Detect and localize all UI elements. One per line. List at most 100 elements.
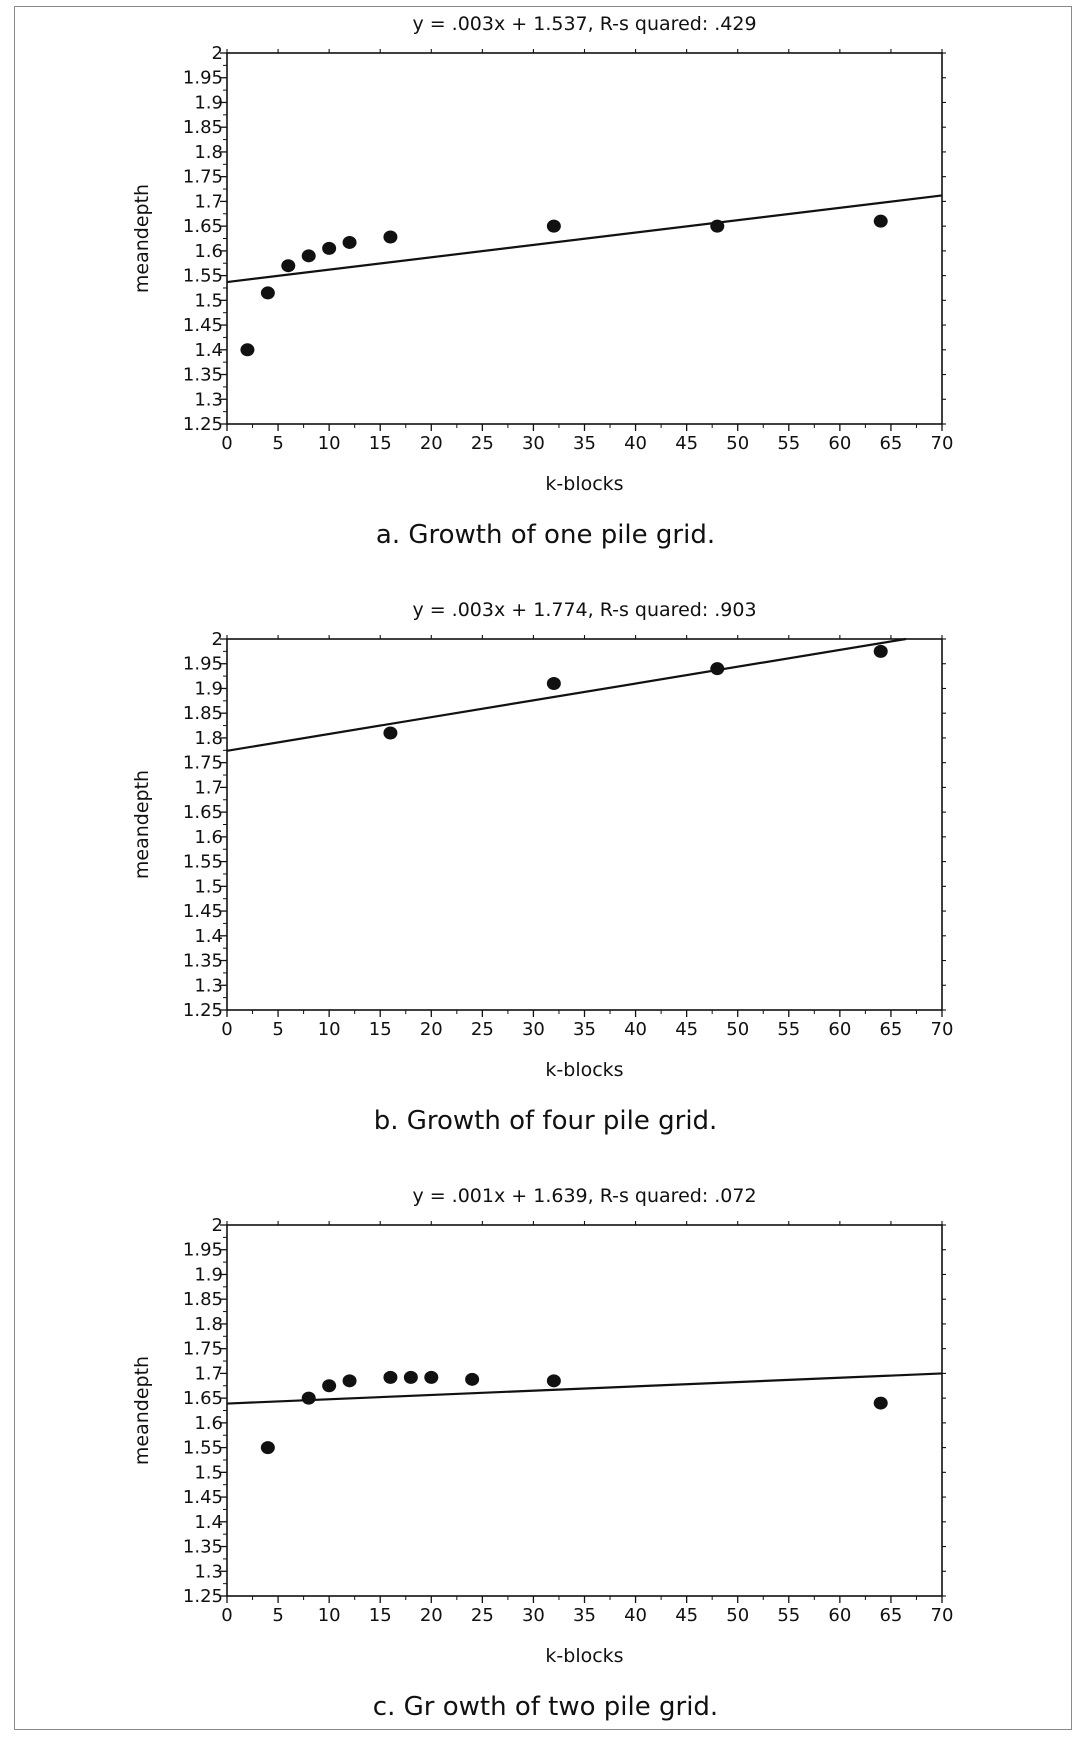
y-tick-label-b: 1.95 — [183, 654, 223, 675]
x-tick-label-b: 45 — [675, 1019, 698, 1040]
y-tick-label-c: 1.5 — [194, 1462, 223, 1483]
y-tick-label-b: 1.55 — [183, 852, 223, 873]
x-axis-label-a: k-blocks — [545, 473, 623, 495]
data-point-a — [873, 214, 888, 228]
y-tick-label-b: 1.7 — [194, 777, 223, 798]
x-tick-label-a: 50 — [726, 433, 749, 454]
x-tick-label-c: 40 — [624, 1605, 647, 1626]
y-tick-label-a: 1.5 — [194, 290, 223, 311]
x-tick-label-a: 70 — [931, 433, 954, 454]
y-tick-label-a: 1.75 — [183, 167, 223, 188]
y-tick-label-c: 1.75 — [183, 1339, 223, 1360]
x-tick-label-b: 20 — [420, 1019, 443, 1040]
y-axis-label-a: meandepth — [131, 184, 153, 293]
plot-frame-c — [226, 1224, 943, 1597]
y-axis-label-b: meandepth — [131, 770, 153, 879]
y-tick-label-c: 1.95 — [183, 1240, 223, 1261]
x-tick-label-b: 50 — [726, 1019, 749, 1040]
y-tick-label-b: 1.45 — [183, 901, 223, 922]
y-tick-label-b: 1.4 — [194, 926, 223, 947]
data-point-b — [873, 644, 888, 658]
x-tick-label-b: 55 — [777, 1019, 800, 1040]
x-tick-label-b: 5 — [272, 1019, 283, 1040]
caption-b: b. Growth of four pile grid. — [373, 1106, 718, 1136]
y-tick-label-a: 1.6 — [194, 241, 223, 262]
y-tick-label-b: 1.5 — [194, 876, 223, 897]
y-tick-label-b: 1.6 — [194, 827, 223, 848]
chart-title-c: y = .001x + 1.639, R-s quared: .072 — [412, 1185, 756, 1207]
data-point-a — [546, 219, 561, 233]
x-tick-label-c: 15 — [369, 1605, 392, 1626]
regression-line-a — [226, 194, 943, 284]
x-tick-label-a: 45 — [675, 433, 698, 454]
y-tick-label-b: 2 — [212, 629, 223, 650]
plot-frame-b — [226, 638, 943, 1011]
x-tick-label-b: 0 — [221, 1019, 232, 1040]
y-tick-label-c: 1.9 — [194, 1264, 223, 1285]
x-tick-label-c: 45 — [675, 1605, 698, 1626]
y-tick-label-c: 1.4 — [194, 1512, 223, 1533]
y-tick-label-c: 1.85 — [183, 1289, 223, 1310]
data-point-c — [322, 1379, 337, 1393]
x-tick-label-b: 40 — [624, 1019, 647, 1040]
x-tick-label-c: 0 — [221, 1605, 232, 1626]
chart-svg-c: y = .001x + 1.639, R-s quared: .072 1.25 1… — [131, 1185, 954, 1667]
caption-a: a. Growth of one pile grid. — [375, 520, 716, 550]
y-tick-label-b: 1.35 — [183, 951, 223, 972]
y-tick-label-a: 1.45 — [183, 315, 223, 336]
x-tick-label-c: 65 — [879, 1605, 902, 1626]
caption-c: c. Gr owth of two pile grid. — [372, 1692, 719, 1722]
y-tick-label-a: 1.7 — [194, 191, 223, 212]
x-tick-label-b: 10 — [318, 1019, 341, 1040]
x-tick-label-b: 25 — [471, 1019, 494, 1040]
y-tick-label-a: 1.9 — [194, 92, 223, 113]
data-point-b — [383, 726, 398, 740]
x-tick-label-c: 5 — [272, 1605, 283, 1626]
x-tick-label-a: 60 — [828, 433, 851, 454]
chart-svg-a: y = .003x + 1.537, R-s quared: .429 1.25 1… — [131, 13, 954, 495]
x-tick-label-b: 70 — [931, 1019, 954, 1040]
chart-panel-a: y = .003x + 1.537, R-s quared: .429 1.25 1… — [0, 0, 1091, 580]
data-point-b — [546, 677, 561, 691]
y-tick-label-c: 1.7 — [194, 1363, 223, 1384]
y-tick-label-a: 1.3 — [194, 389, 223, 410]
y-tick-label-c: 1.8 — [194, 1314, 223, 1335]
data-point-c — [424, 1370, 439, 1384]
data-point-c — [301, 1391, 316, 1405]
x-tick-label-c: 35 — [573, 1605, 596, 1626]
data-point-c — [342, 1374, 357, 1388]
data-point-a — [342, 235, 357, 249]
y-tick-label-a: 1.8 — [194, 142, 223, 163]
y-tick-label-a: 1.4 — [194, 340, 223, 361]
data-point-c — [383, 1370, 398, 1384]
y-tick-label-a: 1.95 — [183, 68, 223, 89]
x-tick-label-c: 60 — [828, 1605, 851, 1626]
y-tick-label-b: 1.3 — [194, 975, 223, 996]
x-tick-label-c: 50 — [726, 1605, 749, 1626]
figure-frame — [14, 6, 1072, 1730]
y-tick-label-b: 1.75 — [183, 753, 223, 774]
y-tick-label-a: 1.55 — [183, 266, 223, 287]
x-tick-label-a: 5 — [272, 433, 283, 454]
y-tick-label-c: 1.55 — [183, 1438, 223, 1459]
x-tick-label-c: 30 — [522, 1605, 545, 1626]
y-tick-label-c: 1.65 — [183, 1388, 223, 1409]
y-tick-label-b: 1.9 — [194, 678, 223, 699]
data-point-a — [260, 286, 275, 300]
y-tick-label-a: 2 — [212, 43, 223, 64]
x-tick-label-a: 0 — [221, 433, 232, 454]
y-tick-label-c: 1.45 — [183, 1487, 223, 1508]
chart-panel-c: y = .001x + 1.639, R-s quared: .072 1.25 1… — [0, 1172, 1091, 1752]
x-tick-label-a: 10 — [318, 433, 341, 454]
x-tick-label-c: 20 — [420, 1605, 443, 1626]
regression-line-c — [226, 1372, 943, 1405]
x-tick-label-a: 20 — [420, 433, 443, 454]
data-point-a — [281, 259, 296, 273]
y-tick-label-c: 1.25 — [183, 1586, 223, 1607]
x-tick-label-c: 70 — [931, 1605, 954, 1626]
y-tick-label-c: 1.6 — [194, 1413, 223, 1434]
y-tick-label-c: 2 — [212, 1215, 223, 1236]
y-tick-label-a: 1.25 — [183, 414, 223, 435]
x-tick-label-a: 25 — [471, 433, 494, 454]
y-tick-label-c: 1.35 — [183, 1537, 223, 1558]
